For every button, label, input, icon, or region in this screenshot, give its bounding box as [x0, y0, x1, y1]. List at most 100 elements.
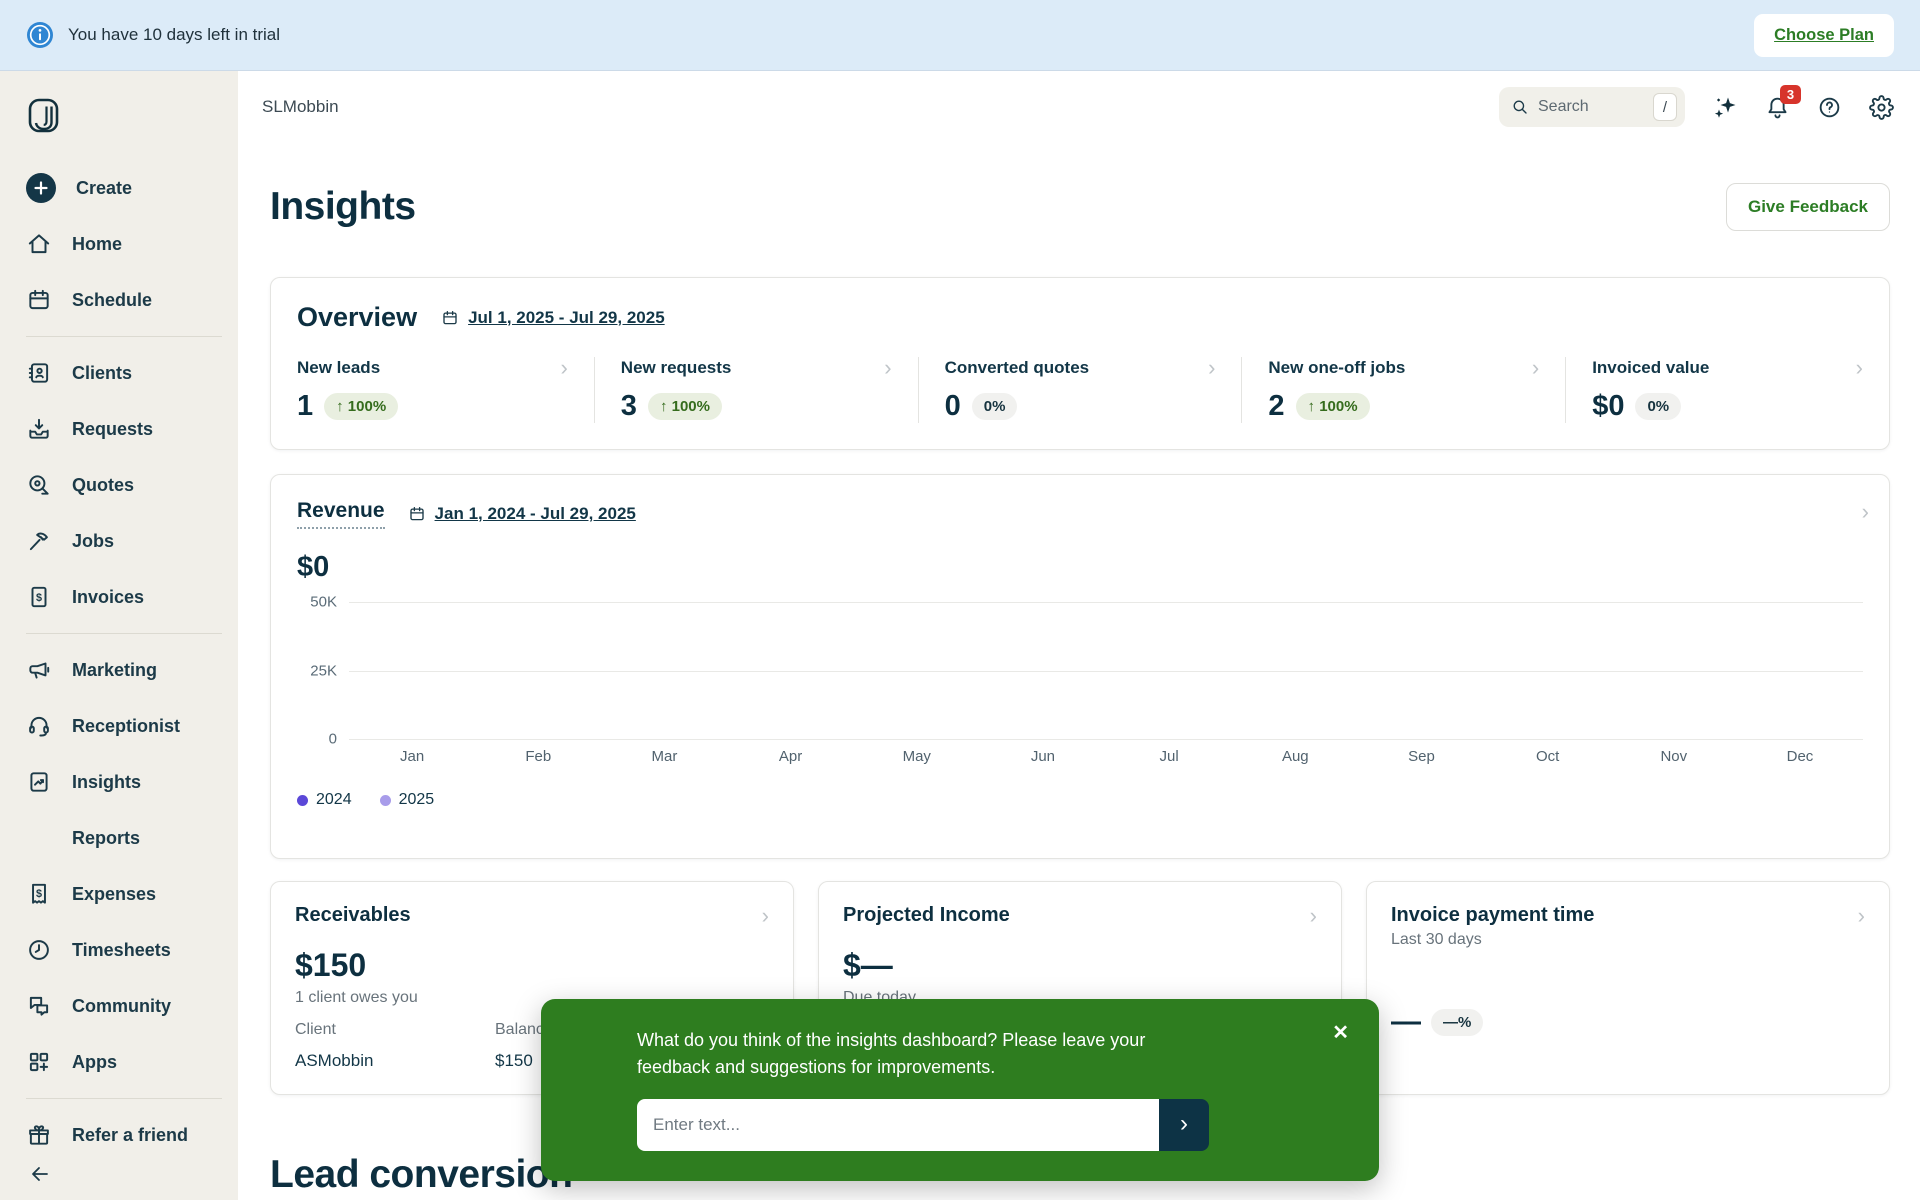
x-axis-tick: Sep [1408, 748, 1435, 765]
overview-title: Overview [297, 302, 418, 332]
calendar-icon [29, 289, 49, 310]
chevron-right-icon[interactable]: › [1309, 902, 1317, 928]
sidebar: Create Home Schedule Clients Requests [0, 71, 238, 1200]
sidebar-item-receptionist[interactable]: Receptionist [0, 698, 238, 754]
sidebar-item-reports[interactable]: Reports [0, 810, 238, 866]
submit-chevron-icon: › [1180, 1109, 1188, 1137]
x-axis-tick: Oct [1535, 748, 1560, 765]
question-icon [1819, 97, 1840, 117]
x-axis-tick: Nov [1660, 748, 1688, 765]
sidebar-divider [26, 1098, 222, 1099]
stat-value: 1 [297, 390, 314, 422]
overview-card: Overview Jul 1, 2025 - Jul 29, 2025 New … [270, 277, 1890, 450]
stat-new-leads[interactable]: New leads › 1 ↑ 100% [271, 357, 594, 423]
ai-sparkles-button[interactable] [1712, 94, 1738, 120]
give-feedback-button[interactable]: Give Feedback [1725, 183, 1890, 231]
trend-badge: ↑ 100% [647, 393, 722, 420]
app-logo[interactable] [0, 71, 238, 160]
sidebar-item-schedule[interactable]: Schedule [0, 272, 238, 328]
chevron-right-icon[interactable]: › [1861, 499, 1869, 524]
stat-value: $0 [1592, 390, 1625, 422]
choose-plan-button[interactable]: Choose Plan [1754, 13, 1894, 57]
plus-icon [26, 173, 56, 203]
receivables-subtitle: 1 client owes you [295, 989, 418, 1006]
stat-new-one-off-jobs[interactable]: New one-off jobs › 2 ↑ 100% [1241, 357, 1565, 423]
sidebar-item-label: Timesheets [72, 939, 171, 960]
receipt-icon: $ [32, 883, 46, 904]
stat-new-requests[interactable]: New requests › 3 ↑ 100% [593, 355, 918, 423]
chevron-right-icon[interactable]: › [560, 355, 568, 380]
chevron-right-icon[interactable]: › [1208, 355, 1216, 380]
x-axis-tick: May [902, 748, 931, 765]
x-axis-tick: Jan [399, 748, 425, 765]
legend-item-2025[interactable]: 2025 [379, 791, 434, 809]
stat-invoiced-value[interactable]: Invoiced value › $0 0% [1565, 357, 1889, 423]
gear-icon [1869, 94, 1894, 120]
legend-item-2024[interactable]: 2024 [297, 791, 352, 809]
home-icon [28, 234, 50, 254]
search-field[interactable] [1538, 98, 1644, 116]
sidebar-item-marketing[interactable]: Marketing [0, 642, 238, 698]
chevron-right-icon[interactable]: › [1855, 355, 1863, 380]
chevron-right-icon[interactable]: › [1531, 355, 1540, 380]
overview-date-range-picker[interactable]: Jul 1, 2025 - Jul 29, 2025 [441, 308, 665, 328]
sidebar-item-community[interactable]: Community [0, 978, 238, 1034]
insights-icon [30, 772, 48, 792]
sidebar-item-home[interactable]: Home [0, 216, 238, 272]
gift-icon [29, 1125, 49, 1145]
sidebar-item-timesheets[interactable]: Timesheets [0, 922, 238, 978]
sidebar-item-invoices[interactable]: $ Invoices [0, 569, 238, 625]
chevron-right-icon[interactable]: › [1857, 902, 1865, 928]
sidebar-item-insights[interactable]: Insights [0, 754, 238, 810]
trend-badge: 0% [971, 393, 1018, 420]
projected-income-amount: $— [843, 947, 893, 983]
x-axis-tick: Dec [1786, 748, 1814, 765]
revenue-date-range-picker[interactable]: Jan 1, 2024 - Jul 29, 2025 [408, 504, 636, 524]
hammer-icon [29, 532, 48, 551]
sidebar-item-clients[interactable]: Clients [0, 345, 238, 401]
table-cell-client[interactable]: ASMobbin [295, 1051, 374, 1070]
sidebar-item-expenses[interactable]: $ Expenses [0, 866, 238, 922]
legend-dot [379, 794, 391, 806]
stat-converted-quotes[interactable]: Converted quotes › 0 0% [917, 355, 1242, 423]
legend-dot [297, 794, 308, 806]
feedback-toast: ✕ What do you think of the insights dash… [541, 999, 1379, 1181]
sidebar-item-label: Quotes [72, 474, 135, 495]
sidebar-item-requests[interactable]: Requests [0, 401, 238, 457]
sidebar-item-jobs[interactable]: Jobs [0, 513, 238, 569]
invoice-payment-time-title: Invoice payment time [1391, 904, 1595, 926]
sidebar-item-label: Requests [72, 418, 154, 439]
sidebar-item-refer-a-friend[interactable]: Refer a friend [0, 1107, 238, 1148]
clock-icon [29, 940, 49, 960]
sidebar-item-label: Insights [72, 771, 142, 792]
legend-label: 2024 [316, 791, 352, 808]
help-button[interactable] [1817, 95, 1842, 120]
search-input[interactable]: / [1499, 87, 1685, 127]
svg-text:$: $ [36, 592, 42, 604]
stat-label: Converted quotes [944, 358, 1090, 377]
sidebar-item-label: Reports [72, 827, 141, 848]
sidebar-item-quotes[interactable]: Quotes [0, 457, 238, 513]
x-axis-tick: Aug [1281, 748, 1309, 765]
chevron-right-icon[interactable]: › [761, 902, 769, 928]
submit-feedback-button[interactable]: › [1159, 1099, 1209, 1151]
search-shortcut-key: / [1653, 93, 1677, 121]
revenue-title[interactable]: Revenue [297, 499, 385, 529]
sidebar-item-apps[interactable]: Apps [0, 1034, 238, 1090]
sidebar-collapse-button[interactable] [0, 1148, 238, 1200]
sidebar-nav: Create Home Schedule Clients Requests [0, 71, 238, 1148]
settings-button[interactable] [1869, 94, 1894, 120]
close-icon[interactable]: ✕ [1332, 1022, 1349, 1044]
receivables-table: Client Balance ASMobbin $150 [295, 1021, 769, 1071]
notifications-button[interactable]: 3 [1765, 84, 1801, 120]
sidebar-item-label: Jobs [72, 530, 115, 551]
x-axis-tick: Apr [778, 748, 803, 765]
sidebar-item-create[interactable]: Create [0, 160, 238, 216]
sidebar-divider [26, 336, 222, 337]
chevron-right-icon[interactable]: › [884, 355, 892, 380]
invoice-icon: $ [31, 586, 47, 608]
stat-label: Invoiced value [1592, 358, 1710, 377]
company-name: SLMobbin [262, 97, 339, 116]
feedback-input[interactable] [637, 1099, 1159, 1151]
table-cell-balance: $150 [495, 1051, 533, 1070]
